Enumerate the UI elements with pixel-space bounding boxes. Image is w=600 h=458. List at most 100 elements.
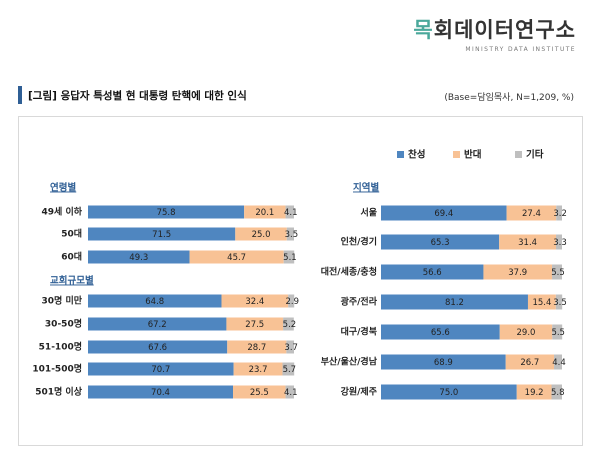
category-label: 60대 <box>61 251 82 263</box>
data-label: 5.8 <box>551 388 565 398</box>
brand-name-accent: 목 <box>413 18 434 42</box>
bar-segment <box>381 354 506 370</box>
data-label: 37.9 <box>508 268 527 278</box>
data-label: 5.7 <box>283 365 297 375</box>
legend-swatch <box>453 151 460 158</box>
category-label: 서울 <box>360 207 377 219</box>
data-label: 68.9 <box>434 358 453 368</box>
bar-segment <box>88 340 228 354</box>
data-label: 81.2 <box>445 298 464 308</box>
data-label: 26.7 <box>520 358 539 368</box>
bar-segment <box>88 385 234 399</box>
category-label: 강원/제주 <box>341 386 377 398</box>
brand-subtitle: MINISTRY DATA INSTITUTE <box>465 46 576 53</box>
brand-name-rest: 회데이터연구소 <box>433 18 576 42</box>
group-title: 연령별 <box>50 182 76 194</box>
data-label: 65.3 <box>431 238 450 248</box>
bar-segment <box>381 205 507 221</box>
bar-segment <box>556 234 562 250</box>
legend-label: 반대 <box>464 149 481 161</box>
category-label: 광주/전라 <box>341 296 378 308</box>
bar-segment <box>88 227 236 241</box>
bar-segment <box>244 205 286 219</box>
data-label: 45.7 <box>227 253 246 263</box>
category-label: 부산/울산/경남 <box>321 356 378 368</box>
bar-segment <box>554 354 562 370</box>
bar-segment <box>527 294 556 310</box>
bar-segment <box>483 264 553 280</box>
legend-label: 찬성 <box>408 149 425 161</box>
bar-segment <box>88 362 234 376</box>
bar-segment <box>285 385 294 399</box>
legend-swatch <box>515 151 522 158</box>
category-label: 50대 <box>61 228 82 240</box>
category-label: 대전/세종/충청 <box>321 266 377 278</box>
bar-segment <box>283 317 294 331</box>
bar-segment <box>552 324 563 340</box>
bar-segment <box>286 227 294 241</box>
group-title: 교회규모별 <box>50 275 94 287</box>
bar-segment <box>227 340 287 354</box>
title-accent-bar <box>18 86 22 104</box>
data-label: 65.6 <box>431 328 450 338</box>
bar-segment <box>235 227 287 241</box>
data-label: 2.9 <box>285 297 299 307</box>
data-label: 23.7 <box>249 365 268 375</box>
bar-segment <box>285 205 294 219</box>
data-label: 5.5 <box>551 328 565 338</box>
data-label: 67.2 <box>148 320 167 330</box>
data-label: 29.0 <box>517 328 536 338</box>
bar-segment <box>221 294 289 308</box>
bar-segment <box>552 264 563 280</box>
legend-label: 기타 <box>526 149 544 161</box>
bar-segment <box>88 250 190 264</box>
category-label: 501명 이상 <box>35 386 82 398</box>
data-label: 3.5 <box>553 298 567 308</box>
bar-segment <box>555 294 563 310</box>
data-label: 75.0 <box>439 388 458 398</box>
data-label: 20.1 <box>255 208 274 218</box>
data-label: 5.2 <box>283 320 297 330</box>
data-label: 4.1 <box>284 208 298 218</box>
bar-segment <box>88 294 222 308</box>
data-label: 25.0 <box>252 230 271 240</box>
data-label: 25.5 <box>250 388 269 398</box>
data-label: 49.3 <box>129 253 148 263</box>
bar-segment <box>381 264 484 280</box>
bar-segment <box>381 294 528 310</box>
bar-segment <box>381 234 500 250</box>
brand-logo: 목회데이터연구소 MINISTRY DATA INSTITUTE <box>413 14 576 53</box>
bar-segment <box>381 384 517 400</box>
data-label: 27.5 <box>245 320 264 330</box>
bar-segment <box>282 362 295 376</box>
bar-segment <box>189 250 284 264</box>
bar-segment <box>233 362 283 376</box>
data-label: 15.4 <box>532 298 551 308</box>
brand-name: 목회데이터연구소 <box>413 14 576 44</box>
data-label: 32.4 <box>245 297 264 307</box>
category-label: 대구/경북 <box>341 326 377 338</box>
bar-segment <box>286 340 294 354</box>
data-label: 3.2 <box>553 209 567 219</box>
bar-segment <box>88 317 227 331</box>
bar-segment <box>516 384 552 400</box>
data-label: 5.5 <box>551 268 565 278</box>
bar-segment <box>505 354 555 370</box>
data-label: 4.1 <box>284 388 298 398</box>
data-label: 64.8 <box>145 297 164 307</box>
bar-segment <box>226 317 284 331</box>
category-label: 인천/경기 <box>341 236 377 248</box>
data-label: 70.7 <box>151 365 170 375</box>
data-label: 5.1 <box>283 253 297 263</box>
data-label: 28.7 <box>247 343 266 353</box>
legend-swatch <box>397 151 404 158</box>
category-label: 30명 미만 <box>42 295 83 307</box>
group-title: 지역별 <box>353 182 379 194</box>
bar-segment <box>499 234 557 250</box>
data-label: 75.8 <box>157 208 176 218</box>
base-note: (Base=담임목사, N=1,209, %) <box>444 93 574 103</box>
bar-segment <box>381 324 500 340</box>
bar-segment <box>506 205 557 221</box>
bar-segment <box>551 384 562 400</box>
category-label: 101-500명 <box>32 363 82 375</box>
